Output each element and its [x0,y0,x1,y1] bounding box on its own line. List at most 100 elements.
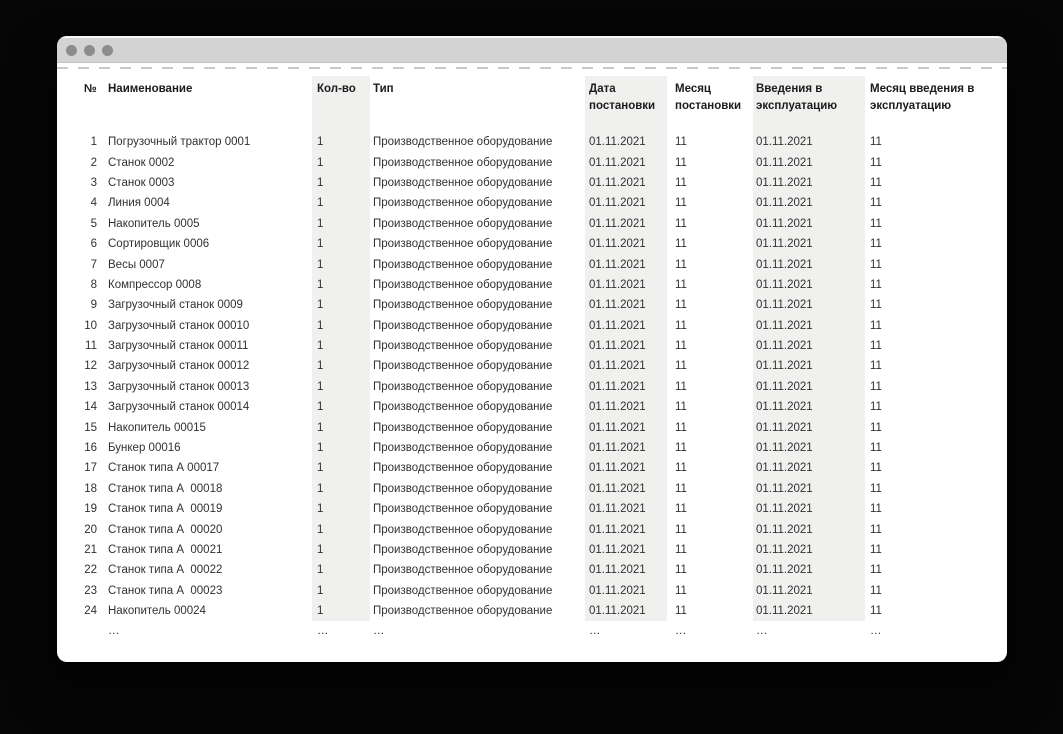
table-row: 7 Весы 0007 1 Производственное оборудование… [84,254,1005,275]
cell-qty: 1 [312,172,370,194]
cell-qty: 1 [312,539,370,561]
cell-date1: 01.11.2021 [585,172,667,194]
close-button[interactable] [66,44,77,56]
cell-date1: 01.11.2021 [585,397,667,418]
window-titlebar[interactable] [57,36,1007,63]
cell-type: Производственное оборудование [373,523,553,536]
cell-month1: 11 [675,299,687,312]
cell-date1: 01.11.2021 [585,539,667,561]
cell-qty: 1 [312,478,370,500]
cell-type: Производственное оборудование [373,258,553,271]
table-row: 11 Загрузочный станок 00011 1 Производствен… [84,335,1005,357]
cell-qty: 1 [312,499,370,520]
table-body: 1 Погрузочный трактор 0001 1 Производственн… [84,132,1005,641]
cell-date1: 01.11.2021 [585,580,667,601]
cell-qty: 1 [312,132,370,153]
cell-name: Накопитель 00024 [108,605,206,618]
cell-name: Накопитель 0005 [108,217,200,230]
cell-month2: 11 [870,217,882,230]
cell-type: Производственное оборудование [373,299,553,312]
column-header-name: Наименование [108,83,193,95]
cell-name: … [108,625,120,638]
cell-date1: 01.11.2021 [585,193,667,214]
cell-qty: 1 [312,417,370,438]
cell-month1: 11 [675,605,687,618]
cell-num: 2 [90,156,97,169]
cell-name: Загрузочный станок 00010 [108,319,250,332]
cell-num [84,621,98,641]
minimize-button[interactable] [84,44,95,56]
cell-date1: 01.11.2021 [585,478,667,500]
cell-date2: 01.11.2021 [753,233,865,255]
cell-month2: 11 [870,503,882,516]
cell-month1: 11 [675,340,687,353]
cell-type: Производственное оборудование [373,156,553,169]
cell-name: Загрузочный станок 0009 [108,299,243,312]
cell-date1: 01.11.2021 [585,499,667,520]
cell-date2: 01.11.2021 [753,499,865,520]
cell-name: Станок типа А 00017 [108,462,220,475]
cell-name: Станок типа А 00018 [108,482,223,495]
cell-qty: 1 [312,437,370,459]
table-row: 20 Станок типа А 00020 1 Производственное о… [84,519,1005,540]
cell-date2: 01.11.2021 [753,274,865,296]
cell-num: 13 [84,380,97,393]
cell-date1: 01.11.2021 [585,560,667,581]
window-content: № Наименование Кол-во Тип Дата постановк… [57,69,1007,641]
cell-num: 24 [84,605,97,618]
cell-month1: 11 [675,462,687,475]
cell-date2: 01.11.2021 [753,397,865,418]
cell-num: 8 [90,278,97,291]
cell-date1: 01.11.2021 [585,417,667,438]
table-row: 23 Станок типа А 00023 1 Производственное о… [84,580,1005,601]
table-row: 14 Загрузочный станок 00014 1 Производствен… [84,397,1005,418]
cell-qty: 1 [312,560,370,581]
cell-num: 18 [84,482,97,495]
cell-month1: 11 [675,564,687,577]
cell-month2: 11 [870,584,882,597]
cell-num: 5 [90,217,97,230]
zoom-button[interactable] [102,44,113,56]
cell-num: 21 [84,544,97,556]
cell-name: Сортировщик 0006 [108,238,210,251]
cell-month2: 11 [870,482,882,495]
cell-name: Линия 0004 [108,197,170,210]
cell-month1: 11 [675,584,687,597]
cell-num: 20 [84,523,97,536]
cell-qty: 1 [312,295,370,316]
cell-month1: 11 [675,136,687,149]
cell-type: Производственное оборудование [373,217,553,230]
cell-num: 15 [84,421,97,434]
cell-month2: 11 [870,299,882,312]
table-row: 2 Станок 0002 1 Производственное оборудован… [84,152,1005,173]
cell-type: Производственное оборудование [373,360,553,373]
cell-qty: 1 [312,274,370,296]
cell-num: 6 [90,238,97,251]
cell-qty: 1 [312,233,370,255]
cell-month2: 11 [870,360,882,373]
table-row: 1 Погрузочный трактор 0001 1 Производственн… [84,132,1005,153]
cell-name: Загрузочный станок 00013 [108,380,250,393]
cell-month2: 11 [870,278,882,291]
cell-date1: 01.11.2021 [585,254,667,275]
table-row: 15 Накопитель 00015 1 Производственное обор… [84,417,1005,438]
cell-month2: 11 [870,238,882,251]
table-header-row: № Наименование Кол-во Тип Дата постановк… [84,76,1005,132]
cell-qty: 1 [312,600,370,622]
cell-date1: 01.11.2021 [585,376,667,398]
cell-date1: 01.11.2021 [585,519,667,540]
cell-name: Весы 0007 [108,258,165,271]
cell-name: Загрузочный станок 00012 [108,360,250,373]
cell-month2: 11 [870,442,882,455]
cell-month2: 11 [870,197,882,210]
cell-date2: 01.11.2021 [753,478,865,500]
cell-qty: 1 [312,376,370,398]
cell-qty: 1 [312,397,370,418]
cell-date2: 01.11.2021 [753,254,865,275]
cell-name: Станок 0003 [108,176,175,189]
cell-month1: 11 [675,482,687,495]
table-row: 3 Станок 0003 1 Производственное оборудован… [84,172,1005,194]
cell-type: Производственное оборудование [373,176,553,189]
cell-month1: 11 [675,442,687,455]
column-header-commissioning-date: Введения в эксплуатацию [753,76,865,132]
